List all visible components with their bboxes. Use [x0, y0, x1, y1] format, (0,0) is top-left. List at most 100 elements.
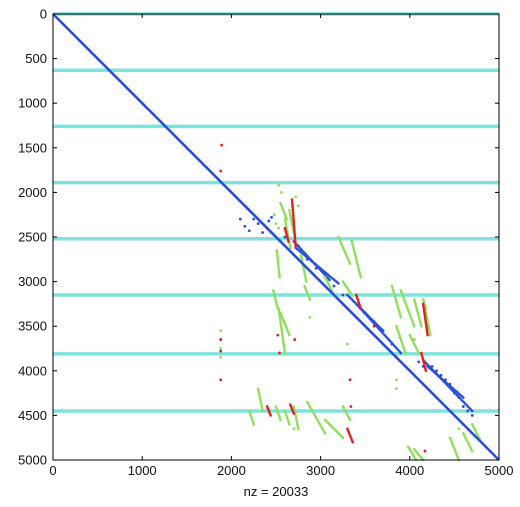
data-point	[277, 267, 281, 271]
data-point	[356, 263, 360, 267]
data-point	[219, 347, 223, 350]
data-point	[429, 333, 432, 337]
data-point	[294, 240, 297, 244]
data-point	[260, 405, 264, 409]
data-point	[399, 314, 402, 317]
data-point	[420, 351, 423, 355]
data-point	[283, 347, 286, 351]
data-point	[294, 415, 298, 418]
data-point	[257, 391, 261, 394]
data-point	[280, 326, 283, 330]
data-point	[462, 396, 465, 399]
data-point	[350, 240, 354, 243]
data-point	[289, 217, 293, 220]
data-point	[292, 216, 295, 219]
data-point	[219, 349, 223, 353]
data-point	[305, 257, 309, 261]
data-point	[348, 262, 352, 266]
data-point	[219, 338, 223, 341]
data-point	[426, 333, 429, 337]
data-point	[278, 316, 282, 320]
data-point	[281, 340, 285, 343]
data-point	[293, 238, 297, 242]
data-point	[372, 320, 376, 324]
data-point	[292, 405, 296, 408]
data-point	[350, 293, 354, 297]
data-point	[272, 213, 276, 217]
data-point	[424, 324, 428, 327]
data-point	[293, 232, 296, 236]
data-point	[279, 418, 282, 422]
data-point	[422, 306, 426, 310]
data-point	[453, 391, 456, 395]
data-point	[257, 389, 260, 392]
data-point	[457, 396, 461, 399]
data-point	[395, 300, 398, 303]
data-point	[272, 289, 275, 292]
data-point	[279, 320, 282, 324]
data-point	[422, 310, 426, 314]
data-point	[283, 351, 287, 355]
data-point	[466, 409, 470, 413]
data-point	[355, 261, 359, 265]
data-point	[292, 218, 295, 222]
data-point	[359, 275, 363, 279]
data-point	[292, 427, 296, 431]
data-point	[288, 210, 292, 214]
data-point	[354, 258, 358, 261]
data-point	[258, 397, 262, 401]
data-point	[332, 284, 336, 288]
data-point	[292, 407, 296, 410]
data-point	[470, 449, 474, 453]
data-point	[277, 308, 281, 312]
data-point	[457, 427, 461, 431]
data-point	[390, 342, 394, 346]
data-point	[412, 338, 416, 341]
data-point	[291, 204, 294, 207]
data-point	[425, 326, 428, 329]
data-point	[423, 363, 426, 367]
plot-area	[52, 12, 500, 462]
y-tick-label: 5000	[18, 453, 47, 468]
data-point	[395, 302, 399, 305]
data-point	[425, 327, 429, 331]
data-point	[243, 224, 247, 228]
data-point	[277, 307, 280, 310]
data-point	[359, 307, 363, 310]
data-point	[461, 405, 465, 408]
data-point	[296, 425, 300, 429]
data-point	[282, 345, 286, 349]
data-point	[358, 273, 362, 277]
data-point	[292, 224, 296, 228]
data-point	[280, 332, 284, 335]
data-point	[423, 449, 427, 453]
data-point	[291, 214, 295, 217]
data-point	[292, 222, 296, 226]
data-point	[275, 303, 279, 306]
x-tick-label: 4000	[395, 463, 424, 478]
data-point	[277, 226, 281, 230]
data-point	[295, 419, 298, 422]
data-point	[277, 269, 281, 273]
data-point	[424, 318, 427, 321]
data-point	[290, 219, 293, 222]
data-point	[288, 212, 292, 216]
data-point	[274, 301, 278, 304]
data-point	[279, 318, 282, 322]
data-point	[252, 423, 255, 426]
x-tick-label: 1000	[128, 463, 157, 478]
data-point	[276, 253, 279, 256]
data-point	[258, 393, 261, 397]
data-point	[260, 403, 263, 407]
data-point	[274, 222, 278, 226]
x-tick-label: 0	[49, 463, 56, 478]
data-point	[292, 220, 296, 224]
data-point	[297, 427, 300, 431]
data-point	[283, 235, 287, 239]
data-point	[392, 292, 396, 296]
data-point	[279, 191, 283, 194]
data-point	[352, 250, 356, 253]
data-point	[219, 378, 223, 382]
y-tick-label: 0	[40, 7, 47, 22]
data-point	[273, 295, 277, 298]
